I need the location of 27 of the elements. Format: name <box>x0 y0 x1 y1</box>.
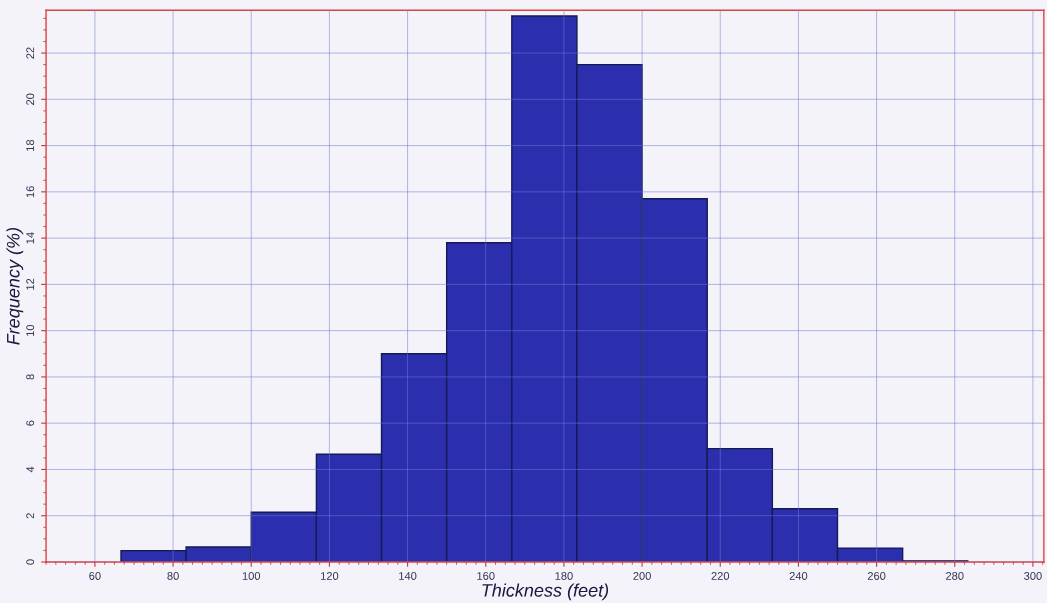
x-tick-label: 140 <box>399 572 417 580</box>
x-tick-label: 200 <box>633 572 651 580</box>
y-tick-label: 10 <box>26 324 35 336</box>
x-tick-label: 60 <box>89 572 101 580</box>
y-tick-label: 22 <box>26 47 35 59</box>
y-tick-label: 0 <box>26 559 35 565</box>
x-tick-label: 160 <box>477 572 495 580</box>
y-tick-label: 20 <box>26 93 35 105</box>
y-tick-label: 12 <box>26 278 35 290</box>
x-tick-label: 280 <box>946 572 964 580</box>
x-tick-label: 80 <box>167 572 179 580</box>
y-tick-label: 8 <box>26 374 35 380</box>
x-tick-label: 240 <box>789 572 808 580</box>
y-axis-title: Frequency (%) <box>6 227 24 345</box>
y-tick-label: 6 <box>26 420 35 426</box>
x-tick-label: 260 <box>867 572 886 580</box>
y-tick-label: 18 <box>26 139 35 151</box>
y-tick-label: 4 <box>26 466 35 473</box>
x-tick-label: 300 <box>1024 572 1042 580</box>
x-tick-label: 100 <box>242 572 261 580</box>
x-tick-label: 120 <box>321 572 339 580</box>
y-tick-label: 16 <box>26 186 35 198</box>
y-tick-label: 2 <box>26 513 35 519</box>
x-axis-title: Thickness (feet) <box>482 583 609 601</box>
y-tick-label: 14 <box>26 232 35 244</box>
x-tick-label: 220 <box>711 572 730 580</box>
x-tick-label: 180 <box>555 572 573 580</box>
